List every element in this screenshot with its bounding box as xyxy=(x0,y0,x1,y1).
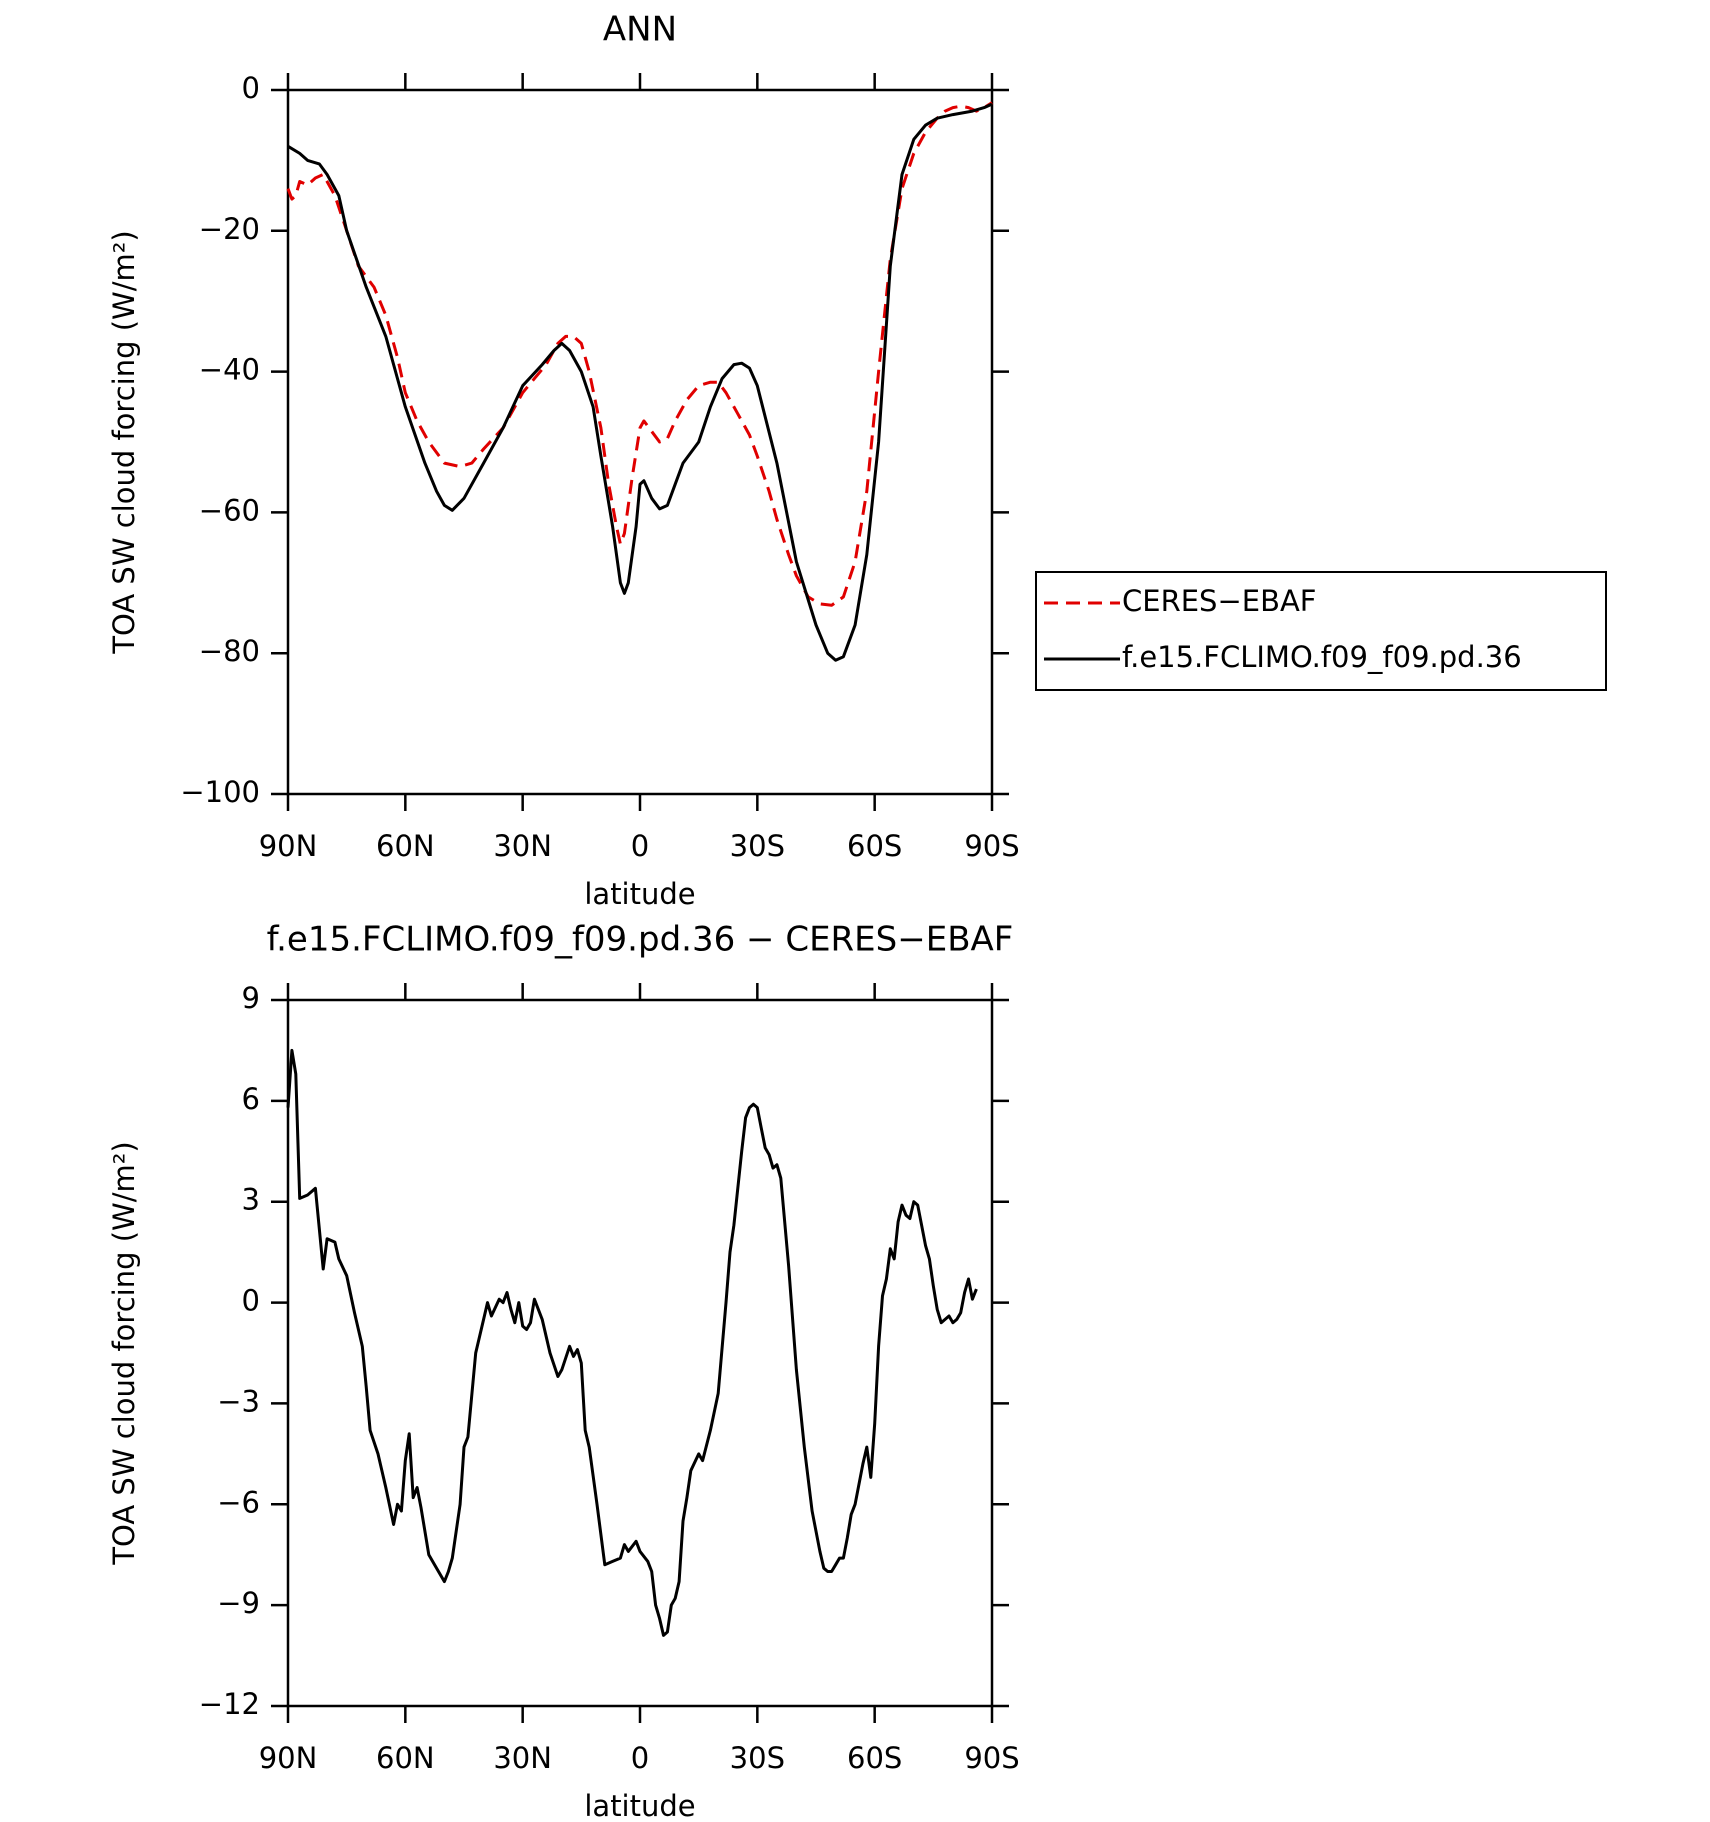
x-axis-label: latitude xyxy=(584,877,695,911)
y-tick-label: −80 xyxy=(199,634,260,668)
y-tick-label: 9 xyxy=(242,981,260,1015)
x-tick-label: 90S xyxy=(964,829,1019,863)
x-tick-label: 60S xyxy=(847,1741,902,1775)
chart-title: ANN xyxy=(603,10,677,50)
series-line xyxy=(286,101,993,607)
y-tick-label: −40 xyxy=(199,353,260,387)
y-tick-label: 3 xyxy=(242,1183,260,1217)
x-tick-label: 30N xyxy=(493,1741,552,1775)
x-tick-label: 30N xyxy=(493,829,552,863)
y-tick-label: 6 xyxy=(242,1082,260,1116)
y-tick-label: −12 xyxy=(199,1687,260,1721)
y-tick-label: −3 xyxy=(217,1384,260,1418)
y-tick-label: −100 xyxy=(180,775,260,809)
y-tick-label: −60 xyxy=(199,493,260,527)
x-axis-label: latitude xyxy=(584,1789,695,1822)
series-line xyxy=(286,1048,978,1637)
x-tick-label: 90S xyxy=(964,1741,1019,1775)
y-tick-label: 0 xyxy=(242,1284,260,1318)
plot-frame xyxy=(286,998,994,1708)
x-tick-label: 90N xyxy=(259,1741,318,1775)
x-tick-label: 60N xyxy=(376,1741,435,1775)
legend-label: f.e15.FCLIMO.f09_f09.pd.36 xyxy=(1122,640,1522,674)
chart-title: f.e15.FCLIMO.f09_f09.pd.36 − CERES−EBAF xyxy=(267,920,1014,960)
x-tick-label: 0 xyxy=(631,829,649,863)
y-tick-label: −20 xyxy=(199,212,260,246)
x-tick-label: 30S xyxy=(730,829,785,863)
x-tick-label: 0 xyxy=(631,1741,649,1775)
y-tick-label: −9 xyxy=(217,1586,260,1620)
y-axis-label: TOA SW cloud forcing (W/m²) xyxy=(107,230,141,654)
y-tick-label: −6 xyxy=(217,1485,260,1519)
x-tick-label: 30S xyxy=(730,1741,785,1775)
y-tick-label: 0 xyxy=(242,71,260,105)
legend-box xyxy=(1035,571,1607,691)
plot-frame xyxy=(286,88,994,796)
y-axis-label: TOA SW cloud forcing (W/m²) xyxy=(107,1141,141,1565)
x-tick-label: 90N xyxy=(259,829,318,863)
legend-label: CERES−EBAF xyxy=(1122,584,1317,618)
x-tick-label: 60N xyxy=(376,829,435,863)
x-tick-label: 60S xyxy=(847,829,902,863)
series-line xyxy=(287,102,993,662)
